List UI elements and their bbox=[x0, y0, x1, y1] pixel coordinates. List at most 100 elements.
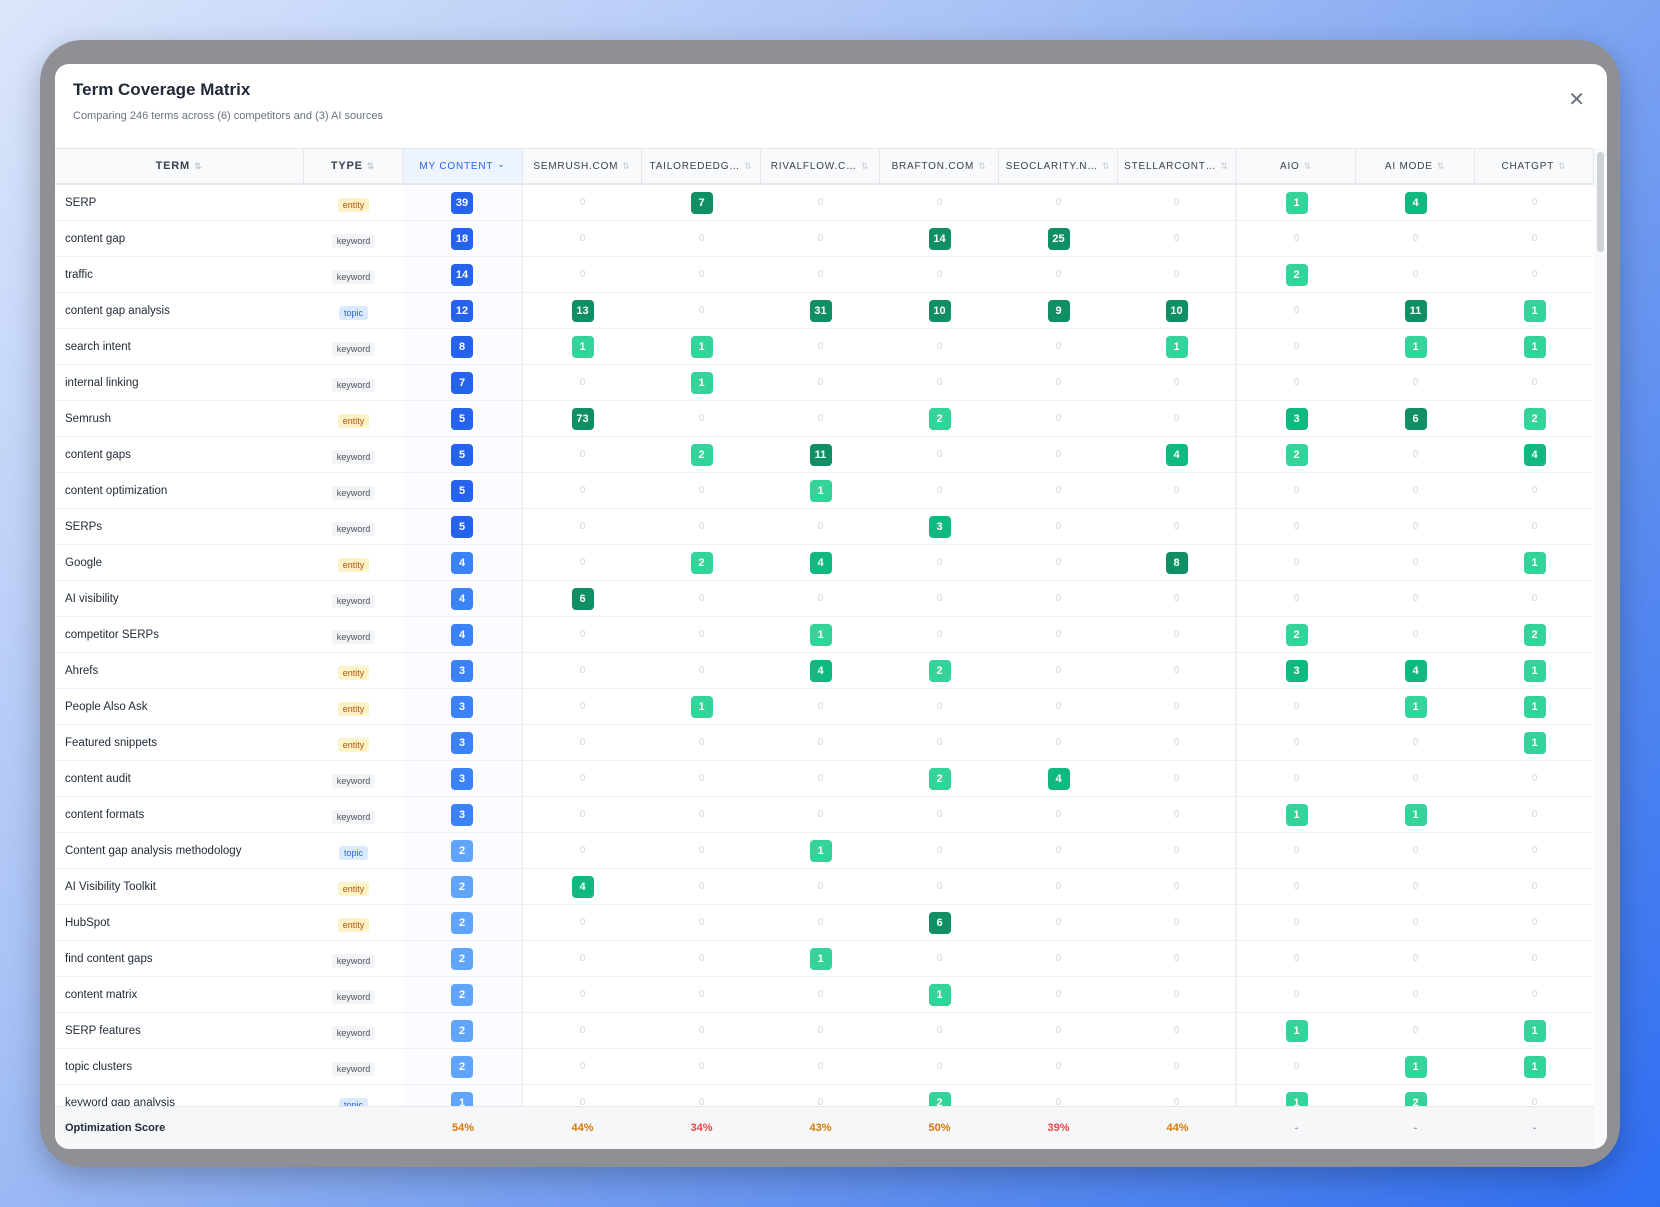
coverage-count[interactable]: 2 bbox=[690, 551, 713, 574]
coverage-count[interactable]: 2 bbox=[690, 443, 713, 466]
coverage-count[interactable]: 2 bbox=[1404, 1091, 1427, 1106]
coverage-count[interactable]: 3 bbox=[928, 515, 951, 538]
coverage-count[interactable]: 14 bbox=[928, 227, 951, 250]
sort-icon[interactable]: ⇅ bbox=[1436, 160, 1446, 171]
my-content-count[interactable]: 2 bbox=[451, 1055, 473, 1078]
my-content-count[interactable]: 2 bbox=[451, 983, 473, 1006]
coverage-count[interactable]: 1 bbox=[1523, 335, 1546, 358]
coverage-count[interactable]: 31 bbox=[809, 299, 832, 322]
my-content-count[interactable]: 5 bbox=[451, 443, 473, 466]
sort-icon[interactable]: ⇅ bbox=[978, 160, 987, 171]
coverage-count[interactable]: 1 bbox=[1165, 335, 1188, 358]
my-content-count[interactable]: 12 bbox=[451, 299, 473, 322]
sort-icon[interactable]: ⇅ bbox=[366, 160, 376, 171]
coverage-count[interactable]: 2 bbox=[928, 407, 951, 430]
my-content-count[interactable]: 5 bbox=[451, 515, 473, 538]
my-content-count[interactable]: 7 bbox=[451, 371, 473, 394]
my-content-count[interactable]: 4 bbox=[451, 623, 473, 646]
my-content-count[interactable]: 2 bbox=[451, 839, 473, 862]
coverage-count[interactable]: 1 bbox=[1523, 1055, 1546, 1078]
coverage-count[interactable]: 1 bbox=[1285, 1019, 1308, 1042]
coverage-count[interactable]: 1 bbox=[1404, 803, 1427, 826]
my-content-count[interactable]: 18 bbox=[451, 227, 473, 250]
sort-icon[interactable]: ⇅ bbox=[1220, 160, 1229, 171]
column-header-tailorededg[interactable]: TAILOREDEDG… ⇅ bbox=[642, 149, 761, 183]
coverage-count[interactable]: 1 bbox=[690, 371, 713, 394]
my-content-count[interactable]: 4 bbox=[451, 551, 473, 574]
coverage-count[interactable]: 3 bbox=[1285, 407, 1308, 430]
coverage-count[interactable]: 4 bbox=[571, 875, 594, 898]
coverage-count[interactable]: 6 bbox=[928, 911, 951, 934]
my-content-count[interactable]: 5 bbox=[451, 407, 473, 430]
my-content-count[interactable]: 5 bbox=[451, 479, 473, 502]
coverage-count[interactable]: 1 bbox=[1523, 551, 1546, 574]
coverage-count[interactable]: 13 bbox=[571, 299, 594, 322]
coverage-count[interactable]: 1 bbox=[1404, 1055, 1427, 1078]
coverage-count[interactable]: 1 bbox=[809, 947, 832, 970]
my-content-count[interactable]: 1 bbox=[451, 1091, 473, 1106]
coverage-count[interactable]: 2 bbox=[928, 1091, 951, 1106]
coverage-count[interactable]: 9 bbox=[1047, 299, 1070, 322]
column-header-seoclarity-n[interactable]: SEOCLARITY.N… ⇅ bbox=[999, 149, 1118, 183]
my-content-count[interactable]: 2 bbox=[451, 947, 473, 970]
my-content-count[interactable]: 3 bbox=[451, 803, 473, 826]
coverage-count[interactable]: 4 bbox=[1165, 443, 1188, 466]
close-icon[interactable]: ✕ bbox=[1568, 89, 1585, 111]
coverage-count[interactable]: 2 bbox=[1285, 263, 1308, 286]
column-header-stellarcont[interactable]: STELLARCONT… ⇅ bbox=[1118, 149, 1237, 183]
coverage-count[interactable]: 1 bbox=[1523, 299, 1546, 322]
coverage-count[interactable]: 2 bbox=[928, 767, 951, 790]
scrollbar-thumb[interactable] bbox=[1597, 152, 1604, 252]
scrollbar[interactable] bbox=[1594, 148, 1607, 1149]
sort-icon[interactable]: ⇅ bbox=[622, 160, 631, 171]
my-content-count[interactable]: 3 bbox=[451, 731, 473, 754]
column-header-chatgpt[interactable]: CHATGPT ⇅ bbox=[1475, 149, 1594, 183]
coverage-count[interactable]: 4 bbox=[809, 659, 832, 682]
coverage-count[interactable]: 1 bbox=[928, 983, 951, 1006]
column-header-my-content[interactable]: MY CONTENT ⌄ bbox=[403, 149, 523, 183]
coverage-count[interactable]: 1 bbox=[1285, 803, 1308, 826]
my-content-count[interactable]: 2 bbox=[451, 875, 473, 898]
sort-icon[interactable]: ⇅ bbox=[1558, 160, 1567, 171]
coverage-count[interactable]: 4 bbox=[1523, 443, 1546, 466]
column-header-type[interactable]: TYPE ⇅ bbox=[304, 149, 403, 183]
coverage-count[interactable]: 1 bbox=[809, 839, 832, 862]
sort-icon[interactable]: ⇅ bbox=[1102, 160, 1111, 171]
coverage-count[interactable]: 2 bbox=[928, 659, 951, 682]
coverage-count[interactable]: 2 bbox=[1523, 407, 1546, 430]
coverage-count[interactable]: 1 bbox=[809, 623, 832, 646]
coverage-count[interactable]: 4 bbox=[809, 551, 832, 574]
coverage-count[interactable]: 73 bbox=[571, 407, 594, 430]
my-content-count[interactable]: 4 bbox=[451, 587, 473, 610]
coverage-count[interactable]: 10 bbox=[1165, 299, 1188, 322]
my-content-count[interactable]: 3 bbox=[451, 695, 473, 718]
coverage-count[interactable]: 1 bbox=[690, 695, 713, 718]
coverage-count[interactable]: 6 bbox=[1404, 407, 1427, 430]
sort-icon[interactable]: ⇅ bbox=[194, 160, 203, 171]
coverage-count[interactable]: 1 bbox=[571, 335, 594, 358]
column-header-brafton-com[interactable]: BRAFTON.COM ⇅ bbox=[880, 149, 999, 183]
chevron-down-icon[interactable]: ⌄ bbox=[497, 158, 506, 169]
column-header-rivalflow-c[interactable]: RIVALFLOW.C… ⇅ bbox=[761, 149, 880, 183]
column-header-semrush-com[interactable]: SEMRUSH.COM ⇅ bbox=[523, 149, 642, 183]
coverage-count[interactable]: 2 bbox=[1285, 623, 1308, 646]
column-header-aio[interactable]: AIO ⇅ bbox=[1237, 149, 1356, 183]
sort-icon[interactable]: ⇅ bbox=[860, 160, 870, 171]
coverage-count[interactable]: 1 bbox=[1523, 731, 1546, 754]
sort-icon[interactable]: ⇅ bbox=[1303, 160, 1312, 171]
coverage-count[interactable]: 11 bbox=[1404, 299, 1427, 322]
coverage-count[interactable]: 4 bbox=[1404, 191, 1427, 214]
coverage-count[interactable]: 1 bbox=[1523, 1019, 1546, 1042]
coverage-count[interactable]: 2 bbox=[1523, 623, 1546, 646]
my-content-count[interactable]: 39 bbox=[451, 191, 473, 214]
my-content-count[interactable]: 3 bbox=[451, 767, 473, 790]
coverage-count[interactable]: 10 bbox=[928, 299, 951, 322]
column-header-ai-mode[interactable]: AI MODE ⇅ bbox=[1356, 149, 1475, 183]
coverage-count[interactable]: 1 bbox=[1285, 191, 1308, 214]
my-content-count[interactable]: 14 bbox=[451, 263, 473, 286]
coverage-count[interactable]: 1 bbox=[1285, 1091, 1308, 1106]
coverage-count[interactable]: 1 bbox=[1404, 695, 1427, 718]
my-content-count[interactable]: 3 bbox=[451, 659, 473, 682]
sort-icon[interactable]: ⇅ bbox=[744, 160, 753, 171]
coverage-count[interactable]: 1 bbox=[1404, 335, 1427, 358]
